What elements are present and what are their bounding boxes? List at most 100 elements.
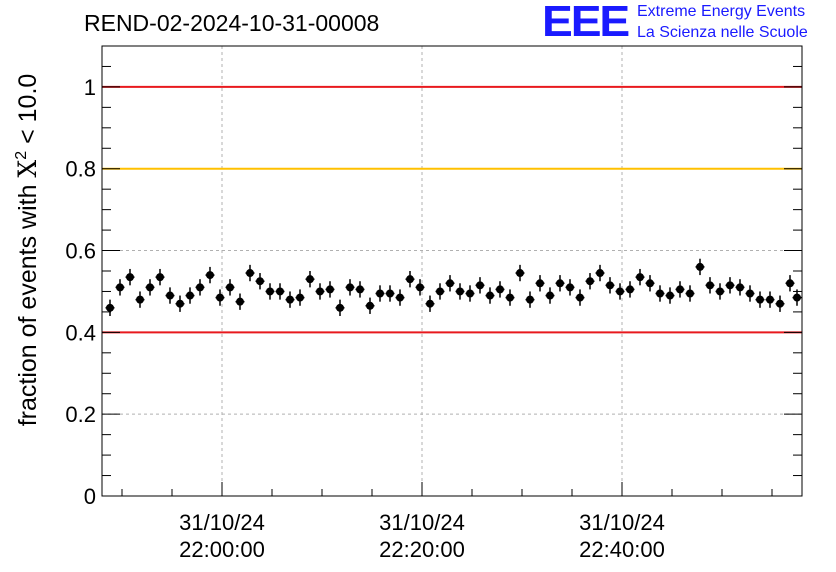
data-point <box>435 283 445 300</box>
data-point <box>545 287 555 304</box>
marker <box>366 301 374 310</box>
logo-line-2: La Scienza nelle Scuole <box>637 24 808 41</box>
marker <box>636 273 644 282</box>
marker <box>456 287 464 296</box>
marker <box>476 281 484 290</box>
marker <box>416 283 424 292</box>
marker <box>146 283 154 292</box>
marker <box>776 299 784 308</box>
data-point <box>565 279 575 296</box>
marker <box>436 287 444 296</box>
marker <box>306 275 314 284</box>
data-point <box>245 264 255 282</box>
marker <box>166 291 174 300</box>
y-tick-label: 0.4 <box>65 320 96 345</box>
x-tick-label-time: 22:00:00 <box>179 537 265 562</box>
marker <box>766 295 774 304</box>
marker <box>326 285 334 294</box>
data-point <box>135 291 145 308</box>
marker <box>586 277 594 286</box>
data-point <box>375 285 385 302</box>
marker <box>196 283 204 292</box>
data-point <box>115 279 125 296</box>
data-point <box>285 291 295 308</box>
data-point <box>615 283 625 300</box>
data-point <box>325 281 335 298</box>
data-point <box>495 281 505 298</box>
y-tick-label: 1 <box>84 75 96 100</box>
data-point <box>705 277 715 294</box>
data-point <box>445 275 455 292</box>
marker <box>116 283 124 292</box>
data-point <box>595 264 605 282</box>
marker <box>386 289 394 298</box>
marker <box>296 293 304 302</box>
marker <box>446 279 454 288</box>
marker <box>626 285 634 294</box>
marker <box>406 275 414 284</box>
data-point <box>415 279 425 296</box>
marker <box>556 279 564 288</box>
data-point <box>715 283 725 300</box>
marker <box>666 291 674 300</box>
marker <box>486 291 494 300</box>
marker <box>726 281 734 290</box>
marker <box>236 297 244 306</box>
data-point <box>425 295 435 312</box>
data-point <box>585 273 595 290</box>
marker <box>616 287 624 296</box>
data-point <box>275 283 285 300</box>
data-point <box>785 275 795 292</box>
data-point <box>175 295 185 312</box>
marker <box>346 283 354 292</box>
data-point <box>655 285 665 302</box>
data-point <box>455 283 465 300</box>
data-point <box>745 285 755 302</box>
data-point <box>755 291 765 308</box>
grid-layer <box>102 46 802 496</box>
marker <box>596 269 604 278</box>
y-tick-label: 0 <box>84 484 96 509</box>
data-point <box>725 277 735 294</box>
marker <box>756 295 764 304</box>
data-point <box>185 287 195 304</box>
data-point <box>105 299 115 316</box>
marker <box>506 293 514 302</box>
marker <box>246 269 254 278</box>
marker <box>276 287 284 296</box>
marker <box>426 299 434 308</box>
marker <box>546 291 554 300</box>
data-point <box>735 279 745 296</box>
data-point <box>505 289 515 306</box>
marker <box>496 285 504 294</box>
data-point <box>485 287 495 304</box>
x-tick-label-time: 22:40:00 <box>579 537 665 562</box>
y-tick-label: 0.6 <box>65 239 96 264</box>
data-point <box>155 268 165 286</box>
marker <box>606 281 614 290</box>
y-tick-label: 0.8 <box>65 157 96 182</box>
marker <box>126 273 134 282</box>
data-point <box>225 279 235 296</box>
marker <box>706 281 714 290</box>
marker <box>356 285 364 294</box>
y-tick-label: 0.2 <box>65 402 96 427</box>
y-axis-label: fraction of events with Χ2 < 10.0 <box>13 74 42 427</box>
data-point <box>215 289 225 306</box>
marker <box>396 293 404 302</box>
data-point <box>335 299 345 316</box>
data-point <box>145 279 155 296</box>
data-point <box>345 279 355 296</box>
marker <box>676 285 684 294</box>
chart-title: REND-02-2024-10-31-00008 <box>84 10 380 36</box>
marker <box>136 295 144 304</box>
marker <box>576 293 584 302</box>
logo-line-1: Extreme Energy Events <box>637 3 806 20</box>
logo-letters: EEE <box>542 0 630 46</box>
data-point <box>665 287 675 304</box>
data-point <box>555 275 565 292</box>
marker <box>516 269 524 278</box>
marker <box>746 289 754 298</box>
marker <box>566 283 574 292</box>
marker <box>156 273 164 282</box>
